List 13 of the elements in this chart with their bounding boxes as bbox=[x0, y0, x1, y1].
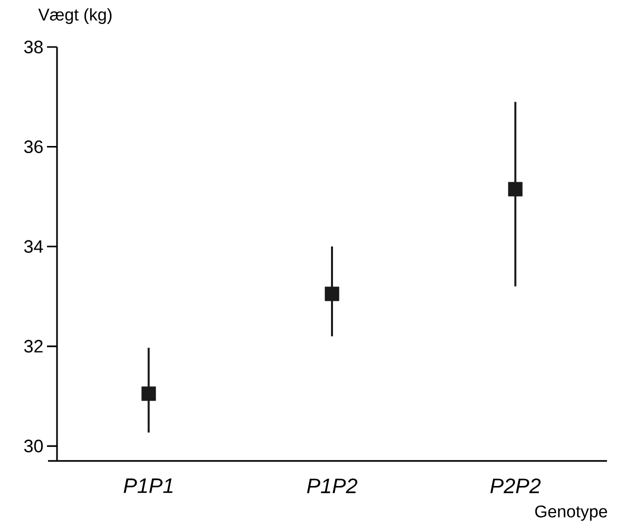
point bbox=[324, 286, 340, 302]
point bbox=[141, 386, 156, 401]
x-tick-label: P1P1 bbox=[124, 478, 172, 493]
x-tick-label: P1P2 bbox=[307, 478, 358, 494]
x-tick-label: P2P2 bbox=[490, 478, 541, 494]
y-tick-label: 30 bbox=[24, 440, 43, 452]
point bbox=[508, 182, 523, 196]
y-tick-label: 32 bbox=[24, 340, 43, 353]
y-tick-label: 34 bbox=[24, 240, 43, 253]
y-axis-title: Vægt (kg) bbox=[38, 8, 112, 24]
y-tick-label: 38 bbox=[24, 40, 43, 54]
y-tick-label: 36 bbox=[24, 140, 43, 154]
x-axis-title: Genotype bbox=[535, 505, 608, 521]
